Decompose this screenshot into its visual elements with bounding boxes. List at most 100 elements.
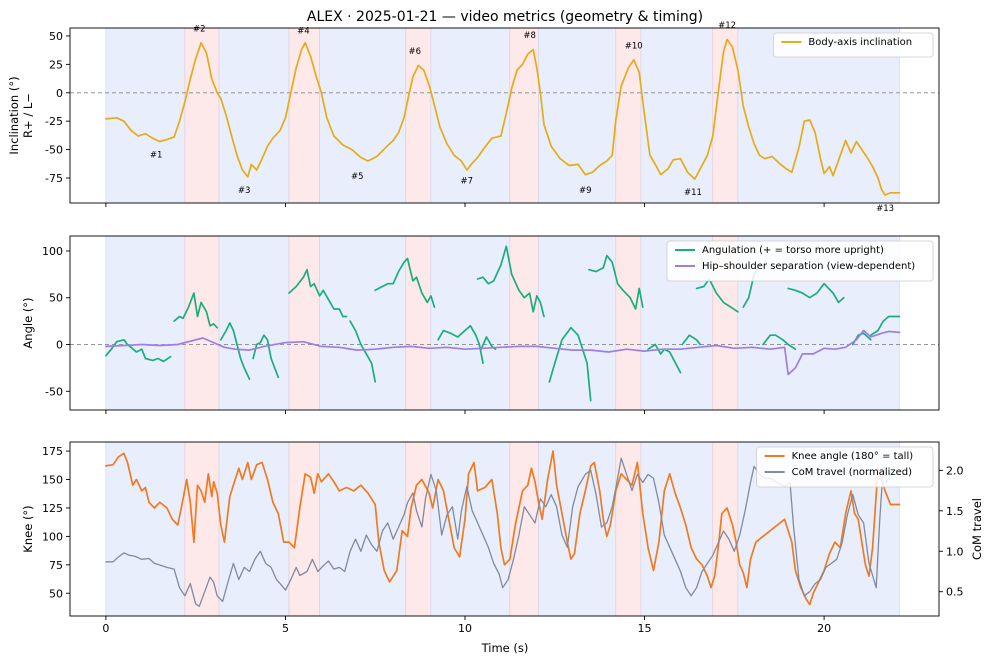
series-line-angle-0 — [437, 324, 484, 365]
peak-label: #9 — [579, 186, 592, 196]
phase-band — [184, 27, 220, 204]
legend-label: CoM travel (normalized) — [792, 467, 913, 478]
phase-band — [319, 441, 407, 617]
peak-label: #2 — [193, 24, 206, 34]
legend-label: Hip–shoulder separation (view-dependent) — [702, 261, 915, 272]
phase-band — [184, 441, 220, 617]
peak-label: #5 — [351, 172, 364, 182]
x-tick-label: 20 — [817, 622, 831, 635]
phase-band — [509, 27, 539, 204]
legend-box — [773, 32, 934, 58]
phase-band — [538, 235, 617, 411]
legend: Knee angle (180° = tall) CoM travel (norm… — [756, 446, 934, 488]
y-tick-label: -25 — [45, 115, 63, 128]
peak-label: #13 — [876, 204, 894, 214]
y-tick-label: -75 — [45, 172, 63, 185]
chart-panels: #1 #2 #3 #4 #5 #6 #7 #8 #9 #10 #11 #12 #13 -75 -50 -25 0… — [7, 21, 984, 635]
peak-label: #7 — [461, 177, 474, 187]
series-line-angle-0 — [647, 343, 682, 374]
y-tick-label: 75 — [49, 559, 63, 572]
series-line-angle-0 — [548, 326, 592, 402]
series-line-knee-0 — [105, 450, 901, 606]
peak-label: #10 — [625, 41, 643, 51]
series-line-angle-0 — [252, 334, 280, 379]
y-tick-label: 150 — [42, 474, 63, 487]
phase-band — [538, 27, 617, 204]
y-tick-label: 100 — [42, 245, 63, 258]
series-line-angle-0 — [681, 334, 702, 346]
y-tick-label: -50 — [45, 144, 63, 157]
panel-knee: 50 75 100 125 150 175 0.5 1.0 1.5 2.0 CoM travel 0 5… — [21, 441, 984, 635]
phase-band — [218, 441, 290, 617]
x-tick-label: 0 — [102, 622, 109, 635]
phase-band — [405, 441, 432, 617]
y-tick-label: 125 — [42, 502, 63, 515]
y-tick-label: 100 — [42, 530, 63, 543]
right-y-tick-label: 1.5 — [946, 505, 964, 518]
legend-box — [756, 446, 934, 488]
y-tick-label: 50 — [49, 292, 63, 305]
phase-band — [405, 235, 432, 411]
series-line-angle-0 — [288, 268, 348, 318]
series-line-angle-0 — [173, 292, 219, 329]
phase-band — [288, 441, 320, 617]
peak-label: #6 — [408, 47, 421, 57]
y-tick-label: 50 — [49, 587, 63, 600]
series-line-angle-0 — [105, 338, 172, 363]
phase-band — [288, 235, 320, 411]
legend: Body-axis inclination — [773, 32, 934, 58]
peak-label: #8 — [523, 31, 536, 41]
series-line-angle-0 — [869, 315, 901, 337]
x-tick-label: 10 — [458, 622, 472, 635]
series-line-angle-0 — [374, 257, 436, 308]
series-line-angle-0 — [219, 322, 251, 380]
figure-title: ALEX · 2025-01-21 — video metrics (geome… — [307, 9, 703, 25]
peak-label: #1 — [150, 151, 163, 161]
legend-label: Knee angle (180° = tall) — [792, 451, 914, 462]
y-axis-label: Inclination (°) — [7, 76, 21, 154]
y-tick-label: 50 — [49, 30, 63, 43]
x-tick-label: 15 — [638, 622, 652, 635]
series-line-angle-1 — [105, 329, 901, 376]
phase-band — [105, 235, 186, 411]
phase-band — [105, 441, 186, 617]
panel-angle: -50 0 50 100 Angle (°) Angulation (+ = torso … — [21, 235, 940, 414]
panel-inclination: #1 #2 #3 #4 #5 #6 #7 #8 #9 #10 #11 #12 #13 -75 -50 -25 0… — [7, 21, 940, 214]
phase-band — [712, 27, 739, 204]
y-tick-label: 0 — [56, 339, 63, 352]
phase-band — [509, 235, 539, 411]
phase-band — [319, 27, 407, 204]
right-y-tick-label: 0.5 — [946, 586, 964, 599]
legend-box — [666, 240, 934, 282]
phase-band — [184, 235, 220, 411]
peak-label: #12 — [718, 21, 736, 31]
phase-band — [218, 27, 290, 204]
series-line-angle-0 — [476, 245, 545, 318]
phase-band — [640, 27, 714, 204]
right-y-tick-label: 1.0 — [946, 545, 964, 558]
phase-band — [319, 235, 407, 411]
peak-label: #4 — [297, 27, 310, 37]
axes-frame — [69, 27, 940, 204]
legend: Angulation (+ = torso more upright) Hip–s… — [666, 240, 934, 282]
series-line-angle-0 — [695, 278, 739, 313]
series-line-angle-0 — [787, 282, 845, 304]
legend-label: Angulation (+ = torso more upright) — [702, 245, 884, 256]
y-axis-label: Knee (°) — [21, 505, 35, 552]
peak-label: #11 — [684, 188, 702, 198]
right-y-axis-label: CoM travel — [970, 498, 984, 560]
y-tick-label: 25 — [49, 58, 63, 71]
y-tick-label: -50 — [45, 385, 63, 398]
y-tick-label: 0 — [56, 87, 63, 100]
axes-frame — [69, 235, 940, 411]
y-tick-label: 175 — [42, 445, 63, 458]
phase-band — [615, 235, 642, 411]
phase-band — [288, 27, 320, 204]
phase-band — [405, 27, 432, 204]
phase-band — [105, 27, 186, 204]
series-line-angle-0 — [762, 334, 797, 351]
series-line-angle-0 — [588, 254, 644, 310]
peak-label: #3 — [238, 186, 251, 196]
phase-band — [430, 235, 511, 411]
